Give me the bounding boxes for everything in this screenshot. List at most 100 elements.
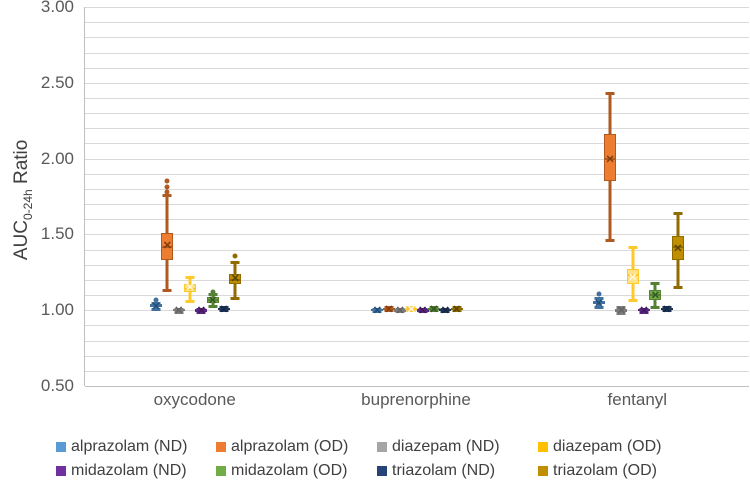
mean-marker: ×	[617, 301, 626, 318]
y-axis-title: AUC0-24h Ratio	[11, 115, 35, 285]
legend-label: diazepam (OD)	[553, 438, 662, 455]
median-line	[184, 287, 196, 290]
box-iqr	[671, 235, 684, 261]
median-line	[671, 245, 684, 248]
legend-item-triazolam-od: triazolam (OD)	[538, 462, 657, 482]
whisker-cap-top	[605, 92, 615, 96]
mean-marker: ×	[441, 301, 450, 318]
whisker-cap-bottom	[162, 289, 172, 293]
whisker-lower	[188, 292, 192, 302]
whisker-lower	[233, 284, 237, 299]
whisker-upper	[165, 194, 169, 233]
whisker-upper	[653, 282, 657, 291]
mean-marker: ×	[219, 300, 228, 317]
whisker-cap-top	[594, 297, 604, 301]
median-line	[371, 309, 384, 312]
whisker-cap-bottom	[662, 309, 672, 313]
median-line	[217, 307, 230, 310]
gridline	[85, 295, 749, 296]
legend-swatch-midazolam-nd	[56, 466, 66, 476]
whisker-cap-bottom	[440, 309, 450, 313]
median-line	[229, 278, 242, 281]
whisker-cap-top	[372, 307, 382, 311]
mean-marker: ×	[594, 294, 603, 311]
legend-item-midazolam-nd: midazolam (ND)	[56, 462, 187, 482]
gridline	[85, 370, 749, 372]
gridline	[85, 325, 749, 327]
x-axis-line	[85, 386, 749, 387]
legend-label: diazepam (ND)	[392, 438, 500, 455]
whisker-cap-top	[639, 307, 649, 311]
whisker-cap-bottom	[151, 307, 161, 311]
gridline	[85, 188, 749, 190]
median-line	[150, 304, 163, 307]
median-line	[604, 157, 617, 160]
gridline	[85, 340, 749, 342]
whisker-cap-bottom	[452, 309, 462, 313]
mean-marker: ×	[231, 269, 240, 286]
whisker-cap-bottom	[429, 309, 439, 313]
whisker-cap-bottom	[384, 309, 394, 313]
whisker-cap-top	[440, 307, 450, 311]
gridline	[85, 355, 749, 357]
whisker-cap-bottom	[230, 297, 240, 301]
whisker-upper	[188, 276, 192, 285]
gridline	[85, 7, 749, 8]
gridline	[85, 67, 749, 69]
whisker-cap-top	[452, 306, 462, 310]
gridline	[85, 22, 749, 24]
whisker-cap-bottom	[406, 309, 416, 313]
whisker-cap-top	[230, 260, 240, 264]
legend-item-diazepam-od: diazepam (OD)	[538, 438, 661, 458]
outlier-dot	[232, 253, 238, 259]
legend-swatch-triazolam-nd	[377, 466, 387, 476]
legend-swatch-alprazolam-nd	[56, 442, 66, 452]
whisker-cap-top	[162, 193, 172, 197]
mean-marker: ×	[384, 300, 393, 317]
y-tick-label: 0.50	[40, 376, 74, 395]
legend-label: triazolam (OD)	[553, 462, 658, 479]
gridline	[85, 234, 749, 236]
median-line	[615, 309, 628, 312]
legend-item-midazolam-od: midazolam (OD)	[216, 462, 347, 482]
median-line	[394, 309, 407, 312]
legend-item-alprazolam-od: alprazolam (OD)	[216, 438, 348, 458]
whisker-cap-bottom	[628, 298, 638, 302]
median-line	[450, 307, 463, 310]
whisker-cap-bottom	[594, 306, 604, 310]
mean-marker: ×	[407, 300, 416, 317]
median-line	[416, 309, 429, 312]
outlier-dot	[164, 178, 170, 184]
whisker-cap-bottom	[219, 309, 229, 313]
gridline	[85, 204, 749, 206]
median-line	[660, 307, 673, 310]
median-line	[439, 309, 452, 312]
median-line	[649, 294, 662, 297]
y-tick-label: 1.50	[40, 224, 74, 244]
median-line	[172, 309, 185, 312]
whisker-lower	[211, 302, 215, 306]
whisker-cap-top	[174, 307, 184, 311]
legend-swatch-diazepam-od	[538, 442, 548, 452]
legend-label: midazolam (OD)	[231, 462, 348, 479]
mean-marker: ×	[673, 239, 682, 256]
outlier-dot	[164, 184, 170, 190]
category-label-buprenorphine: buprenorphine	[361, 390, 471, 409]
gridline	[85, 279, 749, 281]
gridline	[85, 173, 749, 175]
mean-marker: ×	[174, 301, 183, 318]
whisker-cap-top	[673, 212, 683, 216]
category-label-oxycodone: oxycodone	[153, 390, 236, 409]
category-label-fentanyl: fentanyl	[607, 390, 668, 409]
outlier-dot	[596, 291, 602, 297]
whisker-upper	[676, 213, 680, 236]
gridline	[85, 52, 749, 54]
legend-item-alprazolam-nd: alprazolam (ND)	[56, 438, 187, 458]
legend-label: midazolam (ND)	[71, 462, 187, 479]
mean-marker: ×	[606, 150, 615, 167]
y-tick-label: 3.00	[40, 0, 74, 16]
whisker-lower	[676, 260, 680, 288]
gridline	[85, 37, 749, 39]
gridline	[85, 82, 749, 84]
